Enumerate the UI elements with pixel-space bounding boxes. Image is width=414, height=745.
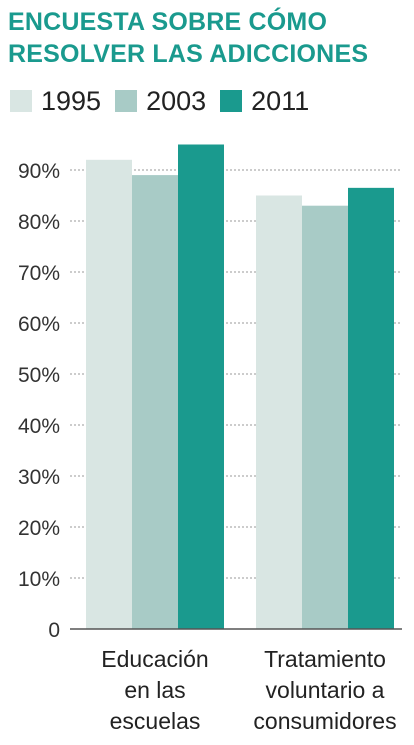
legend-label-2011: 2011 (251, 86, 310, 116)
y-tick-label: 30% (18, 466, 60, 489)
y-tick-label: 20% (18, 517, 60, 540)
chart-title-line-1: ENCUESTA SOBRE CÓMO (8, 8, 328, 36)
x-tick-label: escuelas (110, 708, 201, 734)
chart-title: ENCUESTA SOBRE CÓMO RESOLVER LAS ADICCIO… (8, 6, 408, 70)
legend-item-1995: 1995 (10, 86, 102, 116)
chart-legend: 1995 2003 2011 (10, 86, 323, 116)
legend-swatch-2003 (115, 90, 138, 112)
bar (86, 159, 132, 630)
x-tick-label: Tratamiento (264, 646, 386, 672)
y-tick-label: 10% (18, 568, 60, 591)
bar (302, 205, 348, 629)
bar (348, 187, 394, 629)
y-tick-label: 70% (18, 262, 60, 285)
y-tick-label: 90% (18, 160, 60, 183)
x-tick-label: consumidores (253, 708, 396, 734)
y-tick-label: 80% (18, 211, 60, 234)
legend-label-1995: 1995 (41, 86, 102, 116)
legend-item-2003: 2003 (115, 86, 207, 116)
y-tick-label: 60% (18, 313, 60, 336)
y-tick-label: 0 (48, 619, 60, 642)
legend-item-2011: 2011 (220, 86, 310, 116)
legend-swatch-2011 (220, 90, 243, 112)
bar (256, 195, 302, 629)
bar (132, 175, 178, 629)
chart-title-line-2: RESOLVER LAS ADICCIONES (8, 40, 369, 68)
bar (178, 144, 224, 629)
x-tick-label: en las (124, 677, 185, 703)
y-tick-label: 50% (18, 364, 60, 387)
x-tick-label: Educación (101, 646, 208, 672)
y-tick-label: 40% (18, 415, 60, 438)
legend-label-2003: 2003 (146, 86, 207, 116)
x-tick-label: voluntario a (266, 677, 385, 703)
legend-swatch-1995 (10, 90, 32, 112)
